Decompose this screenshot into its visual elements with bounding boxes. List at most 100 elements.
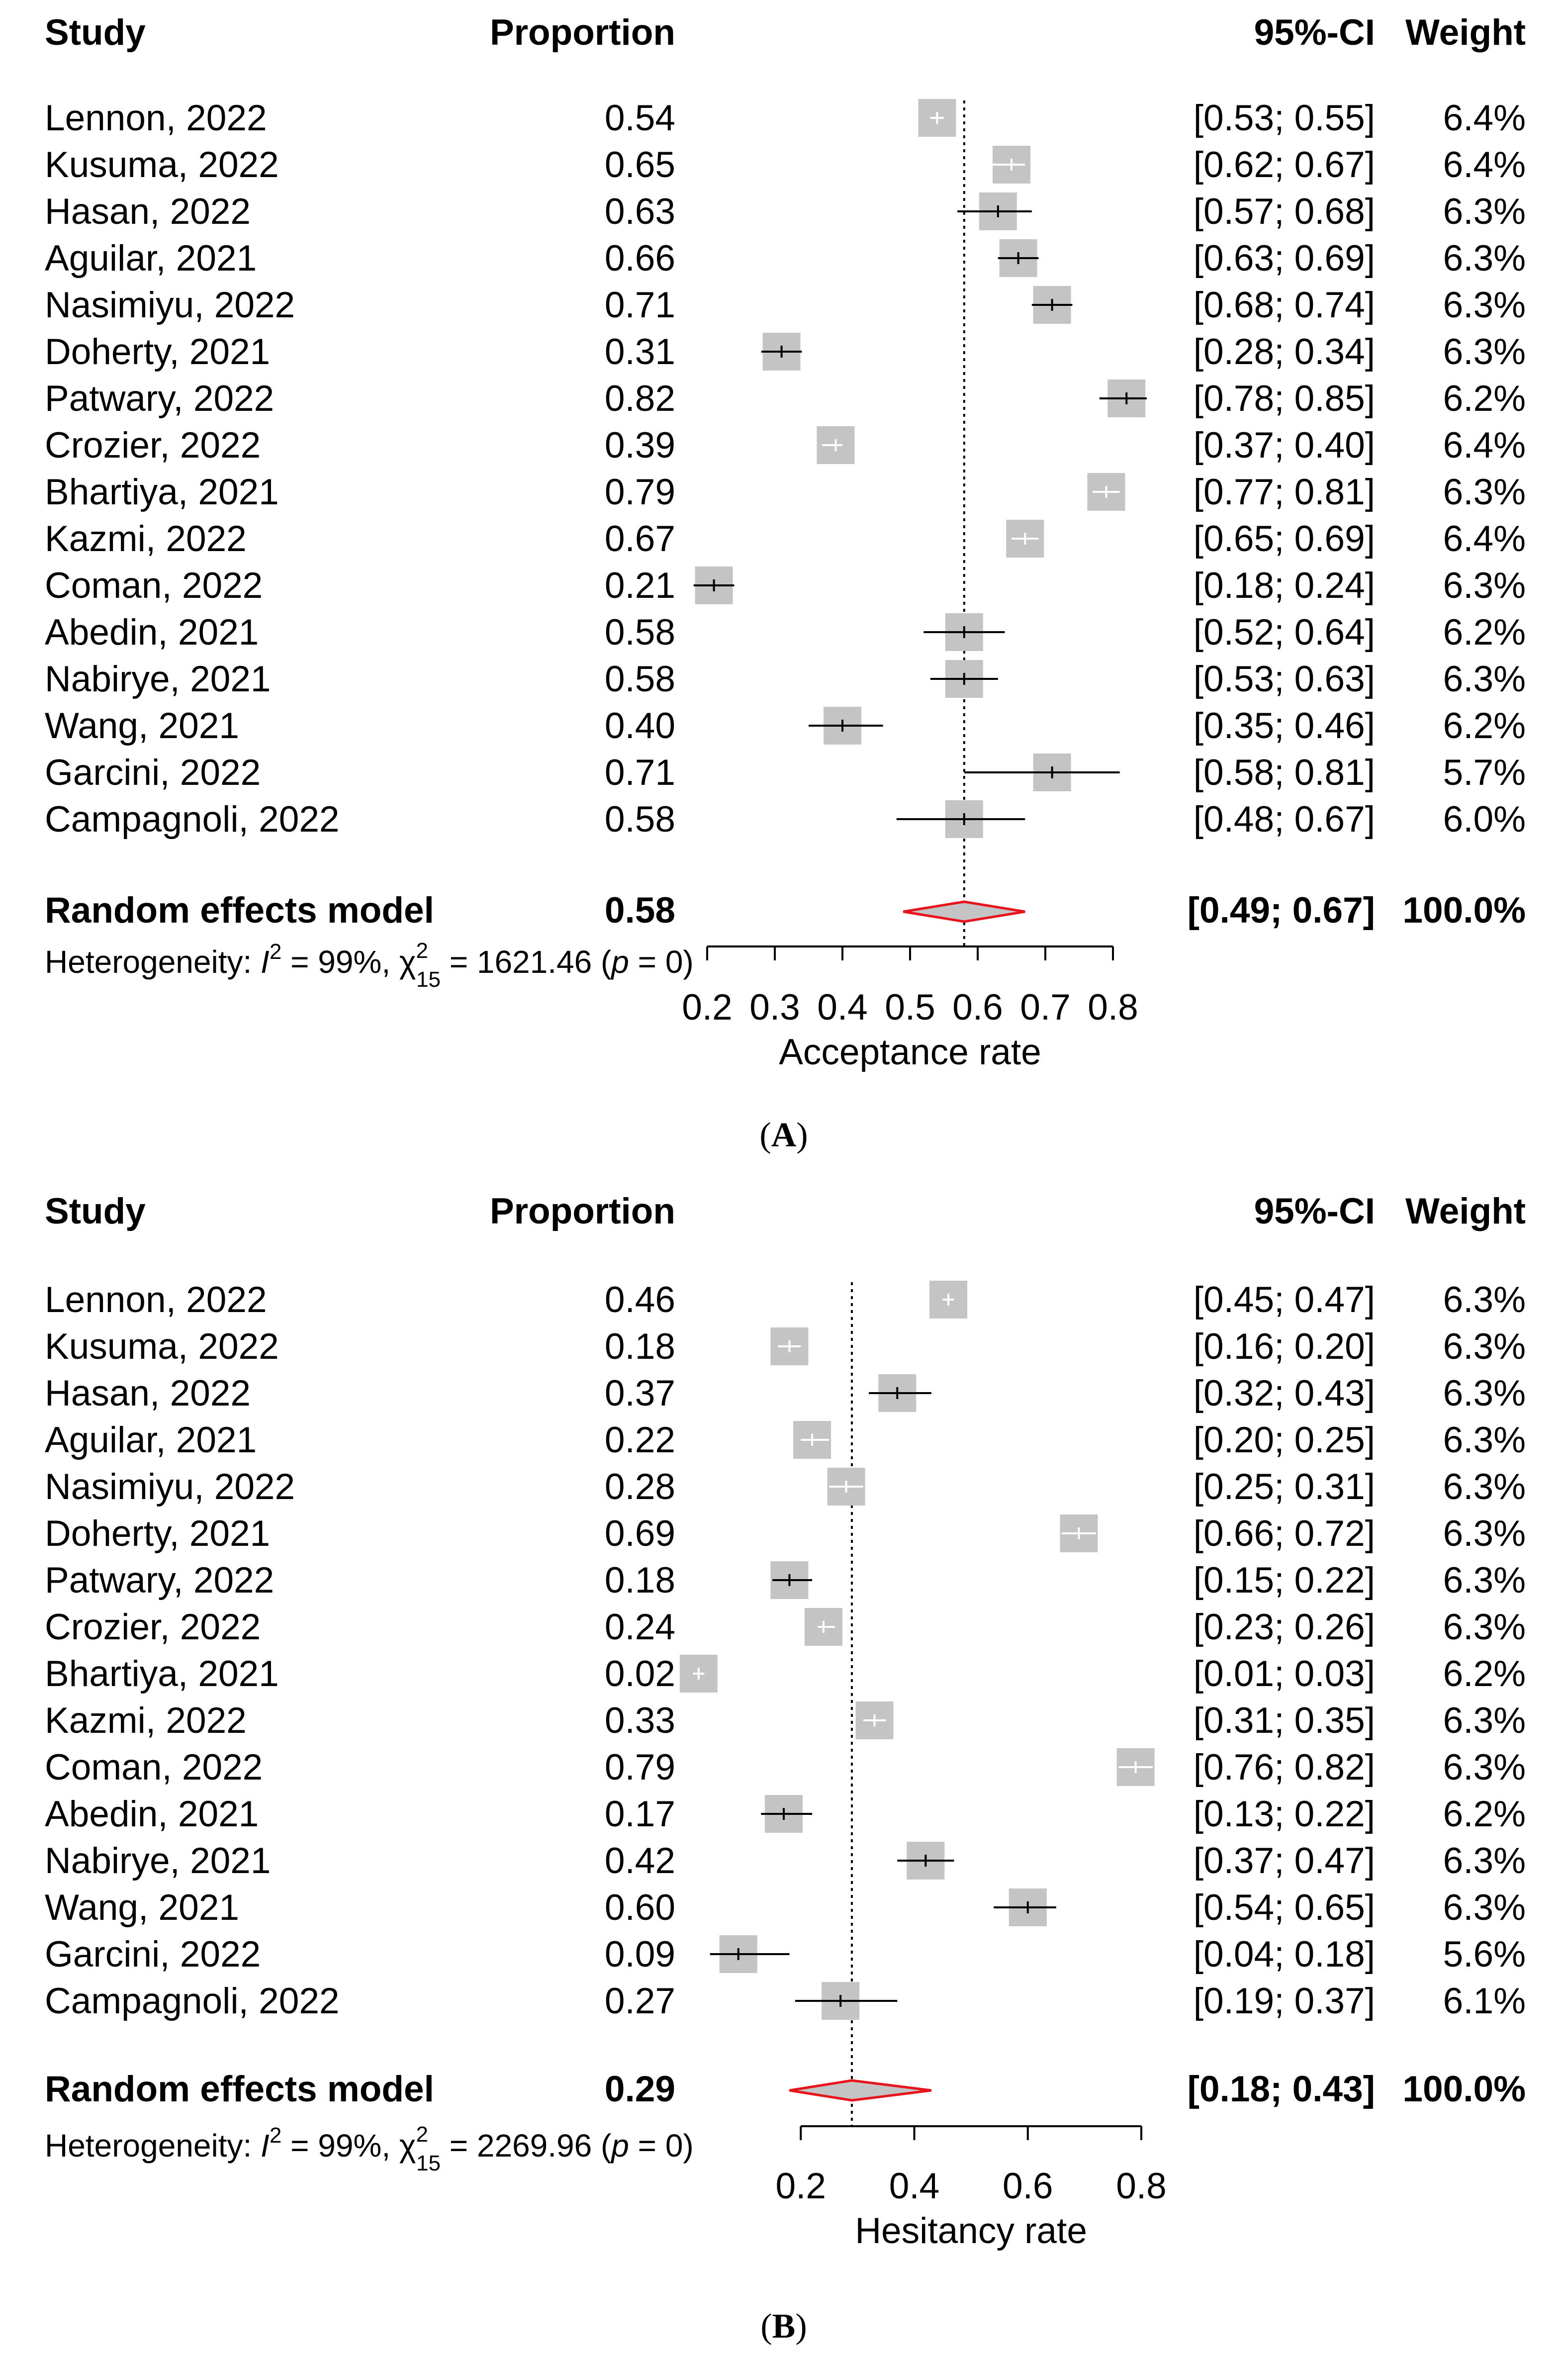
study-proportion: 0.21: [605, 565, 675, 606]
header-study: Study: [45, 1191, 146, 1231]
study-weight: 5.6%: [1443, 1934, 1526, 1975]
study-ci: [0.18; 0.24]: [1194, 565, 1375, 606]
study-proportion: 0.54: [605, 98, 675, 138]
header-study: Study: [45, 12, 146, 53]
x-axis-label: Hesitancy rate: [855, 2211, 1087, 2251]
study-proportion: 0.18: [605, 1560, 675, 1601]
study-proportion: 0.33: [605, 1700, 675, 1741]
study-weight: 6.2%: [1443, 1654, 1526, 1694]
study-proportion: 0.39: [605, 425, 675, 466]
study-weight: 6.3%: [1443, 1513, 1526, 1554]
study-weight: 6.3%: [1443, 238, 1526, 279]
pooled-ci: [0.18; 0.43]: [1188, 2069, 1375, 2109]
study-proportion: 0.42: [605, 1841, 675, 1881]
header-ci: 95%-CI: [1254, 1191, 1375, 1231]
study-name: Garcini, 2022: [45, 753, 261, 793]
study-weight: 6.3%: [1443, 659, 1526, 699]
study-name: Patwary, 2022: [45, 378, 274, 419]
study-ci: [0.35; 0.46]: [1194, 706, 1375, 746]
study-proportion: 0.40: [605, 706, 675, 746]
study-ci: [0.48; 0.67]: [1194, 799, 1375, 840]
header-proportion: Proportion: [490, 12, 675, 53]
study-proportion: 0.65: [605, 145, 675, 185]
study-ci: [0.78; 0.85]: [1194, 378, 1375, 419]
study-ci: [0.76; 0.82]: [1194, 1747, 1375, 1788]
study-weight: 6.2%: [1443, 1794, 1526, 1834]
study-proportion: 0.60: [605, 1887, 675, 1928]
x-tick-label: 0.8: [1088, 987, 1138, 1028]
x-tick-label: 0.4: [817, 987, 867, 1028]
study-proportion: 0.71: [605, 753, 675, 793]
x-tick-label: 0.6: [952, 987, 1003, 1028]
study-ci: [0.13; 0.22]: [1194, 1794, 1375, 1834]
panel-label: (A): [759, 1116, 808, 1154]
study-ci: [0.20; 0.25]: [1194, 1420, 1375, 1460]
study-weight: 6.3%: [1443, 1467, 1526, 1507]
study-weight: 6.2%: [1443, 706, 1526, 746]
study-proportion: 0.09: [605, 1934, 675, 1975]
study-ci: [0.66; 0.72]: [1194, 1513, 1375, 1554]
study-proportion: 0.02: [605, 1654, 675, 1694]
study-weight: 6.3%: [1443, 332, 1526, 372]
x-tick-label: 0.3: [749, 987, 800, 1028]
study-ci: [0.68; 0.74]: [1194, 285, 1375, 325]
study-ci: [0.53; 0.63]: [1194, 659, 1375, 699]
pooled-diamond: [903, 900, 1025, 923]
study-proportion: 0.66: [605, 238, 675, 279]
study-weight: 6.3%: [1443, 1607, 1526, 1647]
x-axis-label: Acceptance rate: [779, 1032, 1041, 1072]
study-ci: [0.77; 0.81]: [1194, 472, 1375, 512]
study-proportion: 0.24: [605, 1607, 675, 1647]
study-ci: [0.65; 0.69]: [1194, 519, 1375, 559]
study-proportion: 0.18: [605, 1326, 675, 1367]
x-tick-label: 0.2: [682, 987, 732, 1028]
study-name: Patwary, 2022: [45, 1560, 274, 1601]
study-proportion: 0.58: [605, 612, 675, 653]
study-name: Campagnoli, 2022: [45, 1981, 340, 2021]
study-weight: 6.3%: [1443, 1887, 1526, 1928]
study-name: Wang, 2021: [45, 1887, 239, 1928]
study-name: Lennon, 2022: [45, 1280, 267, 1320]
pooled-weight: 100.0%: [1402, 2069, 1526, 2109]
heterogeneity-text: Heterogeneity: I2 = 99%, χ2 15 = 2269.96 …: [45, 2122, 694, 2175]
study-weight: 6.0%: [1443, 799, 1526, 840]
study-ci: [0.37; 0.47]: [1194, 1841, 1375, 1881]
study-ci: [0.54; 0.65]: [1194, 1887, 1375, 1928]
study-name: Campagnoli, 2022: [45, 799, 340, 840]
study-weight: 6.3%: [1443, 191, 1526, 232]
panel-label: (B): [760, 2307, 807, 2346]
study-ci: [0.53; 0.55]: [1194, 98, 1375, 138]
pooled-diamond: [789, 2079, 932, 2102]
study-proportion: 0.22: [605, 1420, 675, 1460]
study-weight: 6.4%: [1443, 98, 1526, 138]
study-ci: [0.63; 0.69]: [1194, 238, 1375, 279]
study-proportion: 0.46: [605, 1280, 675, 1320]
study-weight: 6.3%: [1443, 1280, 1526, 1320]
study-name: Kazmi, 2022: [45, 1700, 247, 1741]
study-name: Wang, 2021: [45, 706, 239, 746]
study-weight: 6.2%: [1443, 612, 1526, 653]
study-weight: 6.3%: [1443, 565, 1526, 606]
study-ci: [0.62; 0.67]: [1194, 145, 1375, 185]
study-name: Hasan, 2022: [45, 191, 251, 232]
study-name: Lennon, 2022: [45, 98, 267, 138]
x-tick-label: 0.2: [776, 2166, 826, 2206]
study-ci: [0.23; 0.26]: [1194, 1607, 1375, 1647]
study-name: Garcini, 2022: [45, 1934, 261, 1975]
study-name: Nabirye, 2021: [45, 659, 271, 699]
study-name: Bhartiya, 2021: [45, 1654, 279, 1694]
study-ci: [0.28; 0.34]: [1194, 332, 1375, 372]
header-ci: 95%-CI: [1254, 12, 1375, 53]
study-ci: [0.32; 0.43]: [1194, 1373, 1375, 1413]
study-proportion: 0.63: [605, 191, 675, 232]
study-name: Hasan, 2022: [45, 1373, 251, 1413]
study-ci: [0.58; 0.81]: [1194, 753, 1375, 793]
study-weight: 6.3%: [1443, 1747, 1526, 1788]
study-weight: 6.3%: [1443, 285, 1526, 325]
x-tick-label: 0.5: [885, 987, 935, 1028]
study-proportion: 0.37: [605, 1373, 675, 1413]
study-weight: 6.3%: [1443, 472, 1526, 512]
study-name: Crozier, 2022: [45, 425, 261, 466]
study-ci: [0.16; 0.20]: [1194, 1326, 1375, 1367]
